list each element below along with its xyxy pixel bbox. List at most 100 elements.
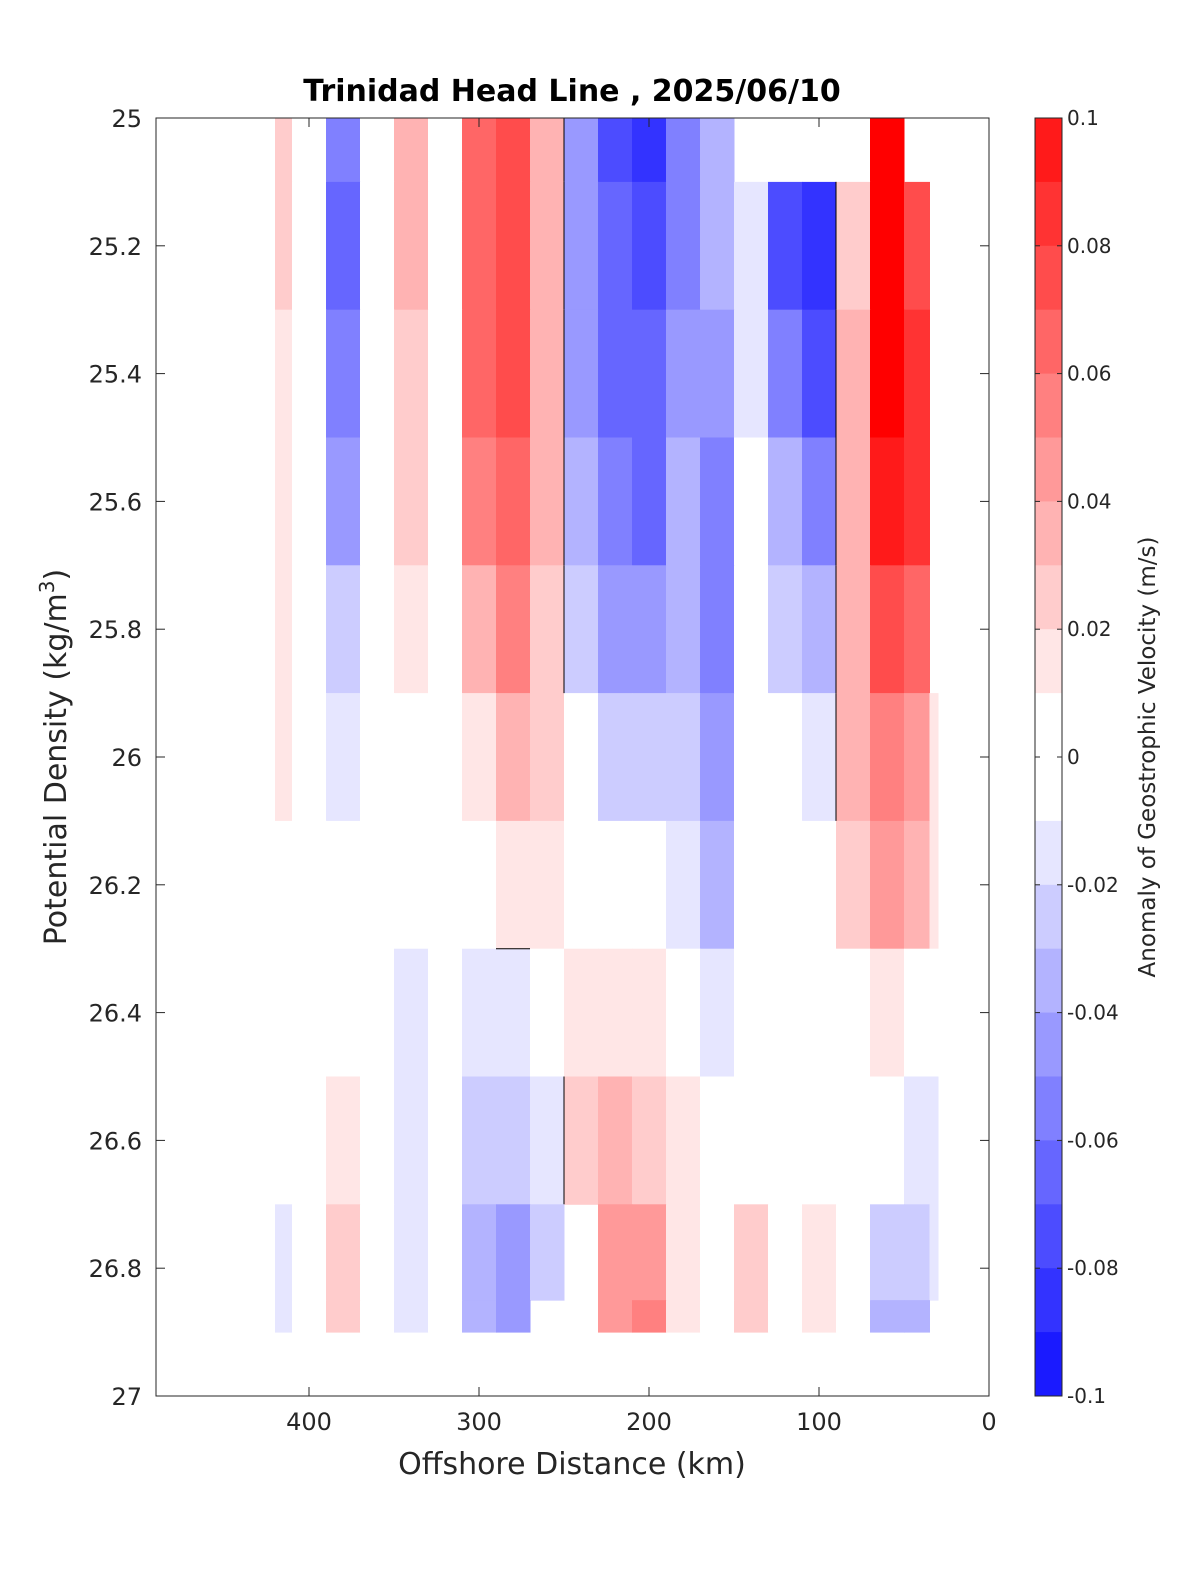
heatmap-cell: [836, 948, 871, 1077]
colorbar-segment: [1035, 373, 1062, 438]
heatmap-cell: [292, 118, 327, 183]
heatmap-cell: [292, 1300, 327, 1333]
heatmap-cell: [734, 309, 769, 438]
colorbar-segment: [1035, 565, 1062, 630]
heatmap-cell: [496, 1076, 531, 1205]
heatmap-cell: [292, 948, 327, 1077]
heatmap-cell: [768, 437, 803, 566]
heatmap-cell: [360, 1300, 395, 1333]
heatmap-cell: [666, 309, 701, 438]
heatmap-cell: [275, 1076, 293, 1205]
heatmap-cell: [666, 820, 701, 950]
colorbar-tick-label: -0.02: [1067, 873, 1119, 897]
heatmap-cell: [870, 437, 905, 566]
heatmap-cell: [802, 437, 837, 566]
colorbar-tick-label: 0.1: [1067, 106, 1099, 130]
heatmap-cell: [598, 309, 633, 438]
heatmap-cell: [836, 1076, 871, 1205]
colorbar-label: Anomaly of Geostrophic Velocity (m/s): [1135, 537, 1161, 978]
heatmap-cell: [870, 820, 905, 950]
heatmap-cell: [666, 437, 701, 566]
colorbar-tick-label: 0.04: [1067, 489, 1112, 513]
heatmap-cell: [292, 693, 327, 822]
heatmap-cell: [496, 309, 531, 438]
x-axis-label: Offshore Distance (km): [398, 1447, 746, 1482]
heatmap-cell: [394, 181, 429, 311]
heatmap-cell: [802, 309, 837, 438]
heatmap-cell: [326, 1300, 361, 1333]
colorbar-axis: 0.1 0.08 0.06 0.04 0.02 0 -0.02 -0.04 -0.06 -0.08…: [1035, 106, 1119, 1408]
heatmap-cell: [275, 820, 293, 950]
heatmap-cell: [462, 1204, 497, 1301]
heatmap-cell: [836, 820, 871, 950]
heatmap-cell: [360, 309, 395, 438]
heatmap-cell: [632, 1076, 667, 1205]
heatmap-cell: [530, 565, 565, 694]
y-tick-label: 26.6: [89, 1127, 142, 1155]
heatmap-cell: [734, 948, 769, 1077]
colorbar: [1035, 118, 1062, 1397]
heatmap-cell: [666, 1300, 701, 1333]
heatmap-cell: [632, 437, 667, 566]
y-axis-label: Potential Density (kg/m3): [35, 569, 74, 945]
colorbar-segment: [1035, 1268, 1062, 1333]
colorbar-tick-label: -0.06: [1067, 1128, 1119, 1152]
heatmap-cell: [836, 693, 871, 822]
heatmap-cell: [462, 1076, 497, 1205]
heatmap-cell: [326, 565, 361, 694]
heatmap-cell: [598, 948, 633, 1077]
heatmap-cell: [734, 693, 769, 822]
heatmap-cell: [598, 118, 633, 183]
heatmap-cell: [802, 820, 837, 950]
heatmap-cell: [394, 118, 429, 183]
heatmap-cell: [394, 820, 429, 950]
heatmap-cell: [598, 181, 633, 311]
colorbar-segment: [1035, 245, 1062, 311]
heatmap-cell: [700, 118, 735, 183]
heatmap-cell: [462, 565, 497, 694]
heatmap-cell: [394, 948, 429, 1077]
heatmap-cell: [632, 1204, 667, 1301]
heatmap-cell: [802, 948, 837, 1077]
heatmap-cell: [929, 1076, 939, 1205]
heatmap-cell: [768, 1300, 803, 1333]
y-tick-label: 25.2: [89, 233, 142, 261]
heatmap-cell: [768, 181, 803, 311]
y-axis-label-close: ): [39, 569, 74, 581]
heatmap-cell: [496, 1204, 531, 1301]
y-tick-label: 26.2: [89, 872, 142, 900]
heatmap-cell: [870, 693, 905, 822]
heatmap-cell: [360, 181, 395, 311]
heatmap-cell: [564, 693, 599, 822]
heatmap-cell: [870, 181, 905, 311]
heatmap-cell: [360, 1204, 395, 1301]
heatmap-cell: [428, 1076, 463, 1205]
heatmap-cell: [360, 820, 395, 950]
heatmap-cell: [632, 565, 667, 694]
heatmap-cell: [904, 693, 930, 822]
colorbar-segment: [1035, 118, 1062, 183]
heatmap-cell: [462, 1300, 497, 1333]
heatmap-cell: [904, 565, 930, 694]
heatmap-cell: [666, 1204, 701, 1301]
heatmap-cell: [530, 118, 565, 183]
heatmap-cell: [929, 820, 939, 950]
heatmap-cell: [326, 693, 361, 822]
heatmap-cell: [496, 181, 531, 311]
heatmap-cell: [428, 1204, 463, 1301]
heatmap-cell: [734, 437, 769, 566]
heatmap-cell: [802, 1204, 837, 1301]
heatmap-cell: [700, 565, 735, 694]
heatmap-cell: [734, 181, 769, 311]
colorbar-tick-label: 0.06: [1067, 362, 1112, 386]
y-axis-label-superscript: 3: [35, 580, 59, 593]
heatmap-cell: [836, 1300, 871, 1333]
heatmap-cell: [904, 181, 930, 311]
heatmap-cell: [496, 1300, 531, 1333]
heatmap-cell: [564, 948, 599, 1077]
heatmap-cell: [530, 437, 565, 566]
heatmap-cell: [292, 309, 327, 438]
heatmap-cell: [836, 309, 871, 438]
colorbar-segment: [1035, 501, 1062, 566]
heatmap-cell: [530, 820, 565, 950]
